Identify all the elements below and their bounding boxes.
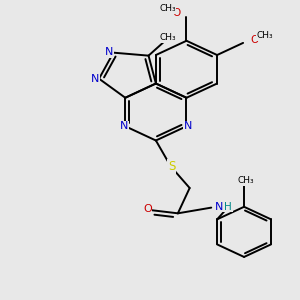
Text: CH₃: CH₃ bbox=[159, 4, 176, 13]
Text: O: O bbox=[250, 35, 258, 45]
Text: S: S bbox=[168, 160, 175, 173]
Text: H: H bbox=[224, 202, 232, 212]
Text: N: N bbox=[105, 47, 114, 57]
Text: N: N bbox=[184, 121, 192, 131]
Text: N: N bbox=[215, 202, 223, 212]
Text: CH₃: CH₃ bbox=[238, 176, 254, 185]
Text: CH₃: CH₃ bbox=[160, 34, 176, 43]
Text: N: N bbox=[120, 121, 128, 131]
Text: CH₃: CH₃ bbox=[256, 32, 273, 40]
Text: O: O bbox=[143, 204, 152, 214]
Text: O: O bbox=[172, 8, 181, 18]
Text: N: N bbox=[91, 74, 99, 84]
